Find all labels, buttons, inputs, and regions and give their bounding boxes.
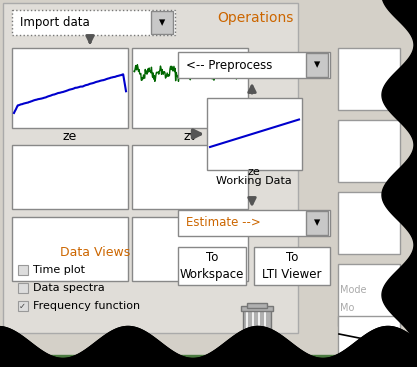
- Bar: [338, 120, 400, 182]
- Text: ✓: ✓: [19, 302, 26, 310]
- Bar: [178, 210, 330, 236]
- Bar: [12, 10, 175, 35]
- Text: ▾: ▾: [314, 217, 320, 229]
- Text: Frequency function: Frequency function: [33, 301, 140, 311]
- Bar: [338, 48, 400, 110]
- Text: Operations: Operations: [217, 11, 293, 25]
- Bar: [338, 316, 400, 366]
- Bar: [178, 52, 330, 78]
- Bar: [18, 265, 28, 275]
- Text: ▾: ▾: [314, 58, 320, 72]
- Bar: [254, 247, 330, 285]
- Text: Mo: Mo: [340, 303, 354, 313]
- Bar: [338, 192, 400, 254]
- Text: <-- Preprocess: <-- Preprocess: [186, 58, 272, 72]
- Bar: [132, 48, 248, 128]
- Bar: [338, 264, 400, 326]
- Text: Estimate -->: Estimate -->: [186, 217, 261, 229]
- Text: Time plot: Time plot: [33, 265, 85, 275]
- Text: Data Views: Data Views: [60, 246, 130, 258]
- Bar: [207, 98, 302, 170]
- Text: Data spectra: Data spectra: [33, 283, 105, 293]
- Bar: [243, 309, 271, 331]
- Text: zv: zv: [183, 130, 197, 142]
- Bar: [306, 211, 328, 235]
- Bar: [151, 11, 173, 34]
- Text: To
LTI Viewer: To LTI Viewer: [262, 251, 322, 281]
- Bar: [3, 3, 298, 333]
- Text: To
Workspace: To Workspace: [180, 251, 244, 281]
- Text: ▾: ▾: [159, 16, 165, 29]
- Bar: [178, 247, 246, 285]
- Text: Working Data: Working Data: [216, 176, 292, 186]
- Text: Mode: Mode: [340, 285, 367, 295]
- Text: ze: ze: [248, 167, 260, 177]
- Bar: [132, 217, 248, 281]
- Bar: [247, 303, 267, 308]
- Text: zo: zo: [371, 354, 382, 364]
- Bar: [12, 48, 128, 128]
- Bar: [241, 306, 273, 311]
- Bar: [18, 283, 28, 293]
- Bar: [12, 217, 128, 281]
- Text: ze: ze: [63, 130, 77, 142]
- Bar: [306, 53, 328, 77]
- Text: Import data: Import data: [20, 16, 90, 29]
- Bar: [18, 301, 28, 311]
- Bar: [132, 145, 248, 209]
- Bar: [12, 145, 128, 209]
